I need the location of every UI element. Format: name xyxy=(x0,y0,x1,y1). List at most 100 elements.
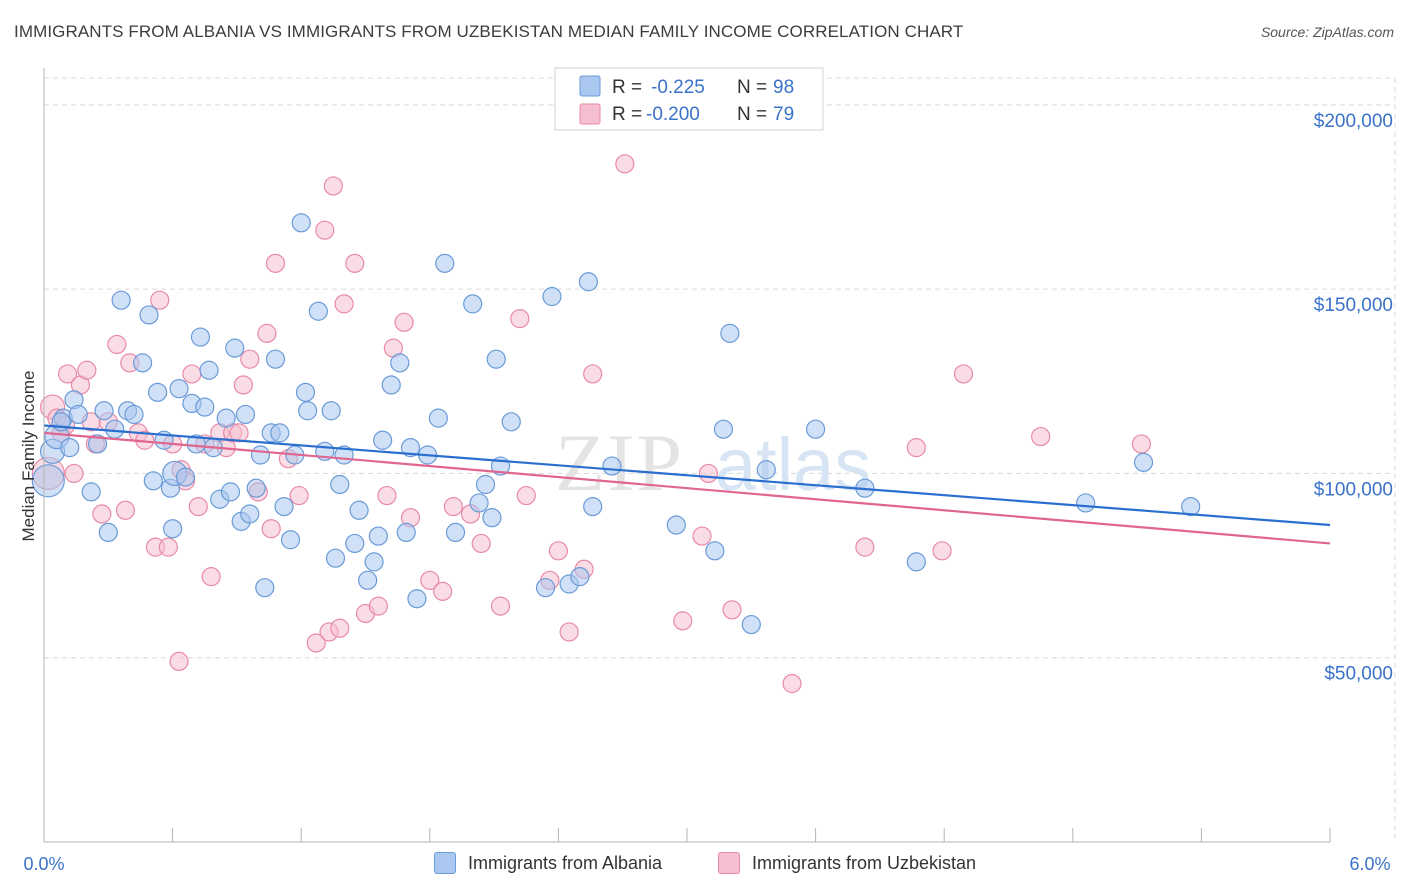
uzbekistan-point xyxy=(516,485,536,506)
albania-point xyxy=(535,578,556,598)
albania-point xyxy=(364,552,384,572)
uzbekistan-point xyxy=(548,541,569,561)
source-label: Source: ZipAtlas.com xyxy=(1260,24,1394,40)
uzbekistan-point xyxy=(559,622,579,642)
uzbekistan-point xyxy=(265,253,286,273)
albania-point xyxy=(330,474,350,495)
y-tick-label: $200,000 xyxy=(1314,111,1393,132)
uzbekistan-point xyxy=(377,485,397,506)
albania-point xyxy=(274,497,294,517)
albania-point xyxy=(190,327,211,347)
albania-point xyxy=(358,570,378,590)
uzbekistan-point xyxy=(673,611,693,631)
albania-points xyxy=(31,213,1201,635)
albania-point xyxy=(602,456,622,476)
albania-point xyxy=(124,404,144,425)
uzbekistan-point xyxy=(92,504,112,524)
albania-point xyxy=(381,375,401,395)
uzbekistan-point xyxy=(953,364,974,384)
uzbekistan-point xyxy=(692,526,712,546)
albania-point xyxy=(428,408,448,428)
uzbekistan-point xyxy=(261,519,281,539)
albania-point xyxy=(98,522,118,543)
albania-point xyxy=(298,401,318,421)
uzbekistan-point xyxy=(334,294,354,314)
uzbekistan-point xyxy=(115,500,136,520)
albania-point xyxy=(220,482,241,502)
albania-point xyxy=(31,464,65,498)
legend-swatch-albania xyxy=(579,75,601,97)
albania-point xyxy=(705,541,725,561)
uzbekistan-point xyxy=(932,541,952,561)
albania-point xyxy=(240,504,260,524)
uzbekistan-point xyxy=(57,364,78,384)
uzbekistan-point xyxy=(615,154,635,174)
uzbekistan-point xyxy=(240,349,260,369)
albania-point xyxy=(308,301,328,321)
albania-point xyxy=(583,497,603,517)
uzbekistan-point xyxy=(345,253,365,273)
uzbekistan-point xyxy=(201,567,221,587)
legend-label-albania: Immigrants from Albania xyxy=(468,852,663,873)
uzbekistan-point xyxy=(394,312,414,332)
albania-point xyxy=(542,286,562,307)
legend-n-label-albania: N = xyxy=(737,77,767,98)
legend-label-uzbekistan: Immigrants from Uzbekistan xyxy=(752,852,977,873)
legend-n-value-albania: 98 xyxy=(773,77,794,98)
albania-point xyxy=(368,526,388,546)
grid-layer: $50,000 $100,000 $150,000 $200,000 xyxy=(44,77,1396,842)
albania-point xyxy=(445,522,466,543)
albania-point xyxy=(486,349,506,369)
albania-point xyxy=(60,438,80,458)
albania-point xyxy=(246,478,266,498)
albania-point xyxy=(805,419,826,439)
legend-swatch-albania-bottom xyxy=(434,852,456,874)
albania-point xyxy=(139,305,159,325)
uzbekistan-point xyxy=(368,596,388,616)
albania-point xyxy=(68,404,88,425)
x-tick-label: 6.0% xyxy=(1349,854,1390,874)
uzbekistan-point xyxy=(233,375,253,395)
albania-point xyxy=(400,438,421,458)
uzbekistan-point xyxy=(1031,426,1051,447)
y-tick-label: $150,000 xyxy=(1314,295,1393,316)
albania-point xyxy=(482,508,502,528)
albania-point xyxy=(713,419,734,439)
albania-point xyxy=(169,379,189,399)
legend-swatch-uzbekistan-bottom xyxy=(718,852,740,874)
uzbekistan-point xyxy=(420,570,440,590)
albania-point xyxy=(463,294,483,314)
axes: 0.0% 6.0% xyxy=(23,68,1391,874)
albania-point xyxy=(163,519,183,539)
uzbekistan-point xyxy=(289,485,309,506)
uzbekistan-point xyxy=(182,364,202,384)
uzbekistan-point xyxy=(330,618,350,638)
uzbekistan-point xyxy=(150,290,170,310)
uzbekistan-point xyxy=(471,533,491,554)
legend-item-uzbekistan: Immigrants from Uzbekistan xyxy=(718,852,976,874)
albania-point xyxy=(578,272,599,292)
albania-point xyxy=(216,408,236,428)
albania-point xyxy=(1133,452,1154,472)
y-axis-title-group: Median Family Income xyxy=(19,370,38,541)
albania-point xyxy=(396,522,416,543)
albania-point xyxy=(87,434,108,454)
albania-point xyxy=(225,338,245,358)
albania-point xyxy=(94,401,114,421)
uzbekistan-point xyxy=(1131,434,1151,454)
albania-point xyxy=(666,515,686,535)
albania-point xyxy=(250,445,271,465)
legend-r-label-albania: R = xyxy=(612,77,642,98)
albania-point xyxy=(265,349,286,369)
albania-point xyxy=(270,423,290,443)
albania-point xyxy=(195,397,215,417)
legend-n-label-uzbekistan: N = xyxy=(737,104,767,125)
chart-title: IMMIGRANTS FROM ALBANIA VS IMMIGRANTS FR… xyxy=(14,22,964,41)
albania-point xyxy=(280,530,301,550)
albania-point xyxy=(321,401,341,421)
albania-point xyxy=(235,404,256,425)
legend-swatch-uzbekistan xyxy=(579,103,601,125)
albania-point xyxy=(1181,497,1201,517)
uzbekistan-point xyxy=(698,463,719,484)
uzbekistan-trend-line xyxy=(43,431,1331,545)
